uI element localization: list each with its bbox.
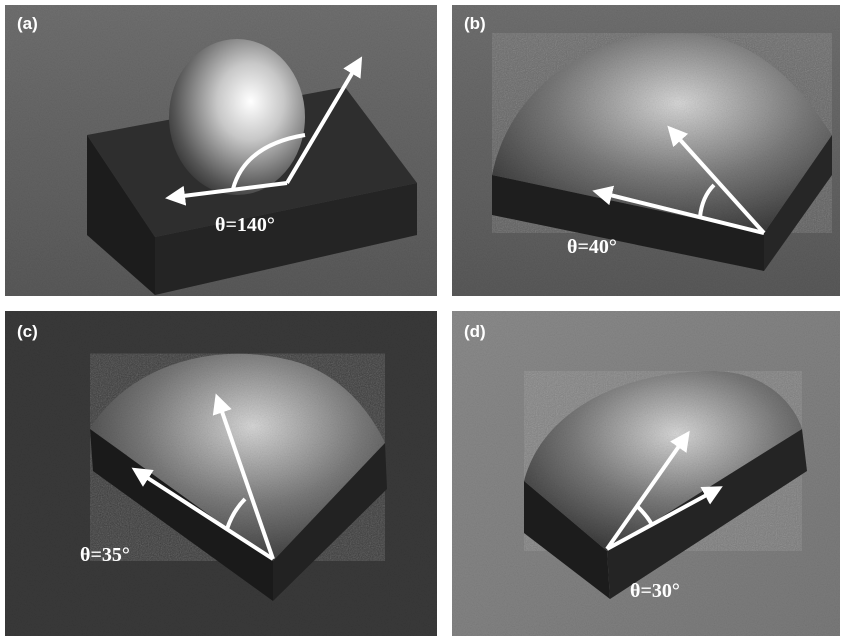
photo-panel: (a) θ=140° <box>5 5 437 296</box>
angle-label: θ=30° <box>630 580 680 602</box>
photo-panel: (c) θ=35° <box>5 311 437 636</box>
photo-panel: (d) θ=30° <box>452 311 840 636</box>
panel-label: (c) <box>17 322 38 341</box>
angle-label: θ=140° <box>215 214 275 236</box>
panel-label: (b) <box>464 14 486 33</box>
photo-panel: (b) θ=40° <box>452 5 840 296</box>
panel-label: (a) <box>17 14 38 33</box>
angle-label: θ=35° <box>80 544 130 566</box>
panel-label: (d) <box>464 322 486 341</box>
figure: (a) θ=140° (b) θ=40° (c) θ=35° (d) θ=30° <box>0 0 844 639</box>
angle-label: θ=40° <box>567 236 617 258</box>
